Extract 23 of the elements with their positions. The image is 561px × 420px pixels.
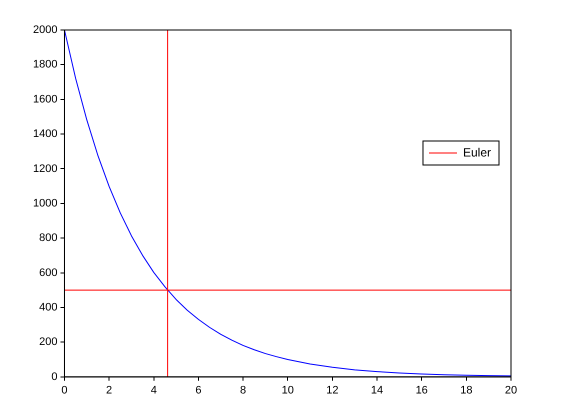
y-tick-label: 800 — [39, 232, 58, 244]
x-tick-label: 10 — [282, 384, 294, 396]
x-tick-label: 6 — [195, 384, 202, 396]
y-tick-label: 1400 — [32, 128, 58, 140]
y-tick-label: 200 — [39, 336, 58, 348]
x-tick-label: 2 — [106, 384, 112, 396]
x-tick-label: 14 — [370, 384, 384, 396]
y-tick-label: 1200 — [32, 162, 58, 175]
x-tick-label: 8 — [240, 384, 246, 396]
y-tick-label: 1600 — [32, 93, 58, 106]
y-tick-label: 600 — [39, 266, 58, 279]
y-tick-label: 1800 — [32, 58, 58, 71]
y-tick-label: 2000 — [32, 24, 58, 36]
x-tick-label: 0 — [61, 384, 68, 396]
y-tick-label: 0 — [51, 370, 58, 383]
legend-label: Euler — [462, 145, 492, 160]
x-tick-label: 4 — [150, 384, 157, 396]
x-tick-label: 12 — [326, 384, 339, 396]
y-tick-label: 400 — [39, 301, 58, 314]
x-tick-label: 18 — [460, 384, 472, 396]
x-tick-label: 20 — [504, 384, 518, 396]
x-tick-label: 16 — [416, 384, 428, 396]
y-tick-label: 1000 — [32, 197, 58, 210]
